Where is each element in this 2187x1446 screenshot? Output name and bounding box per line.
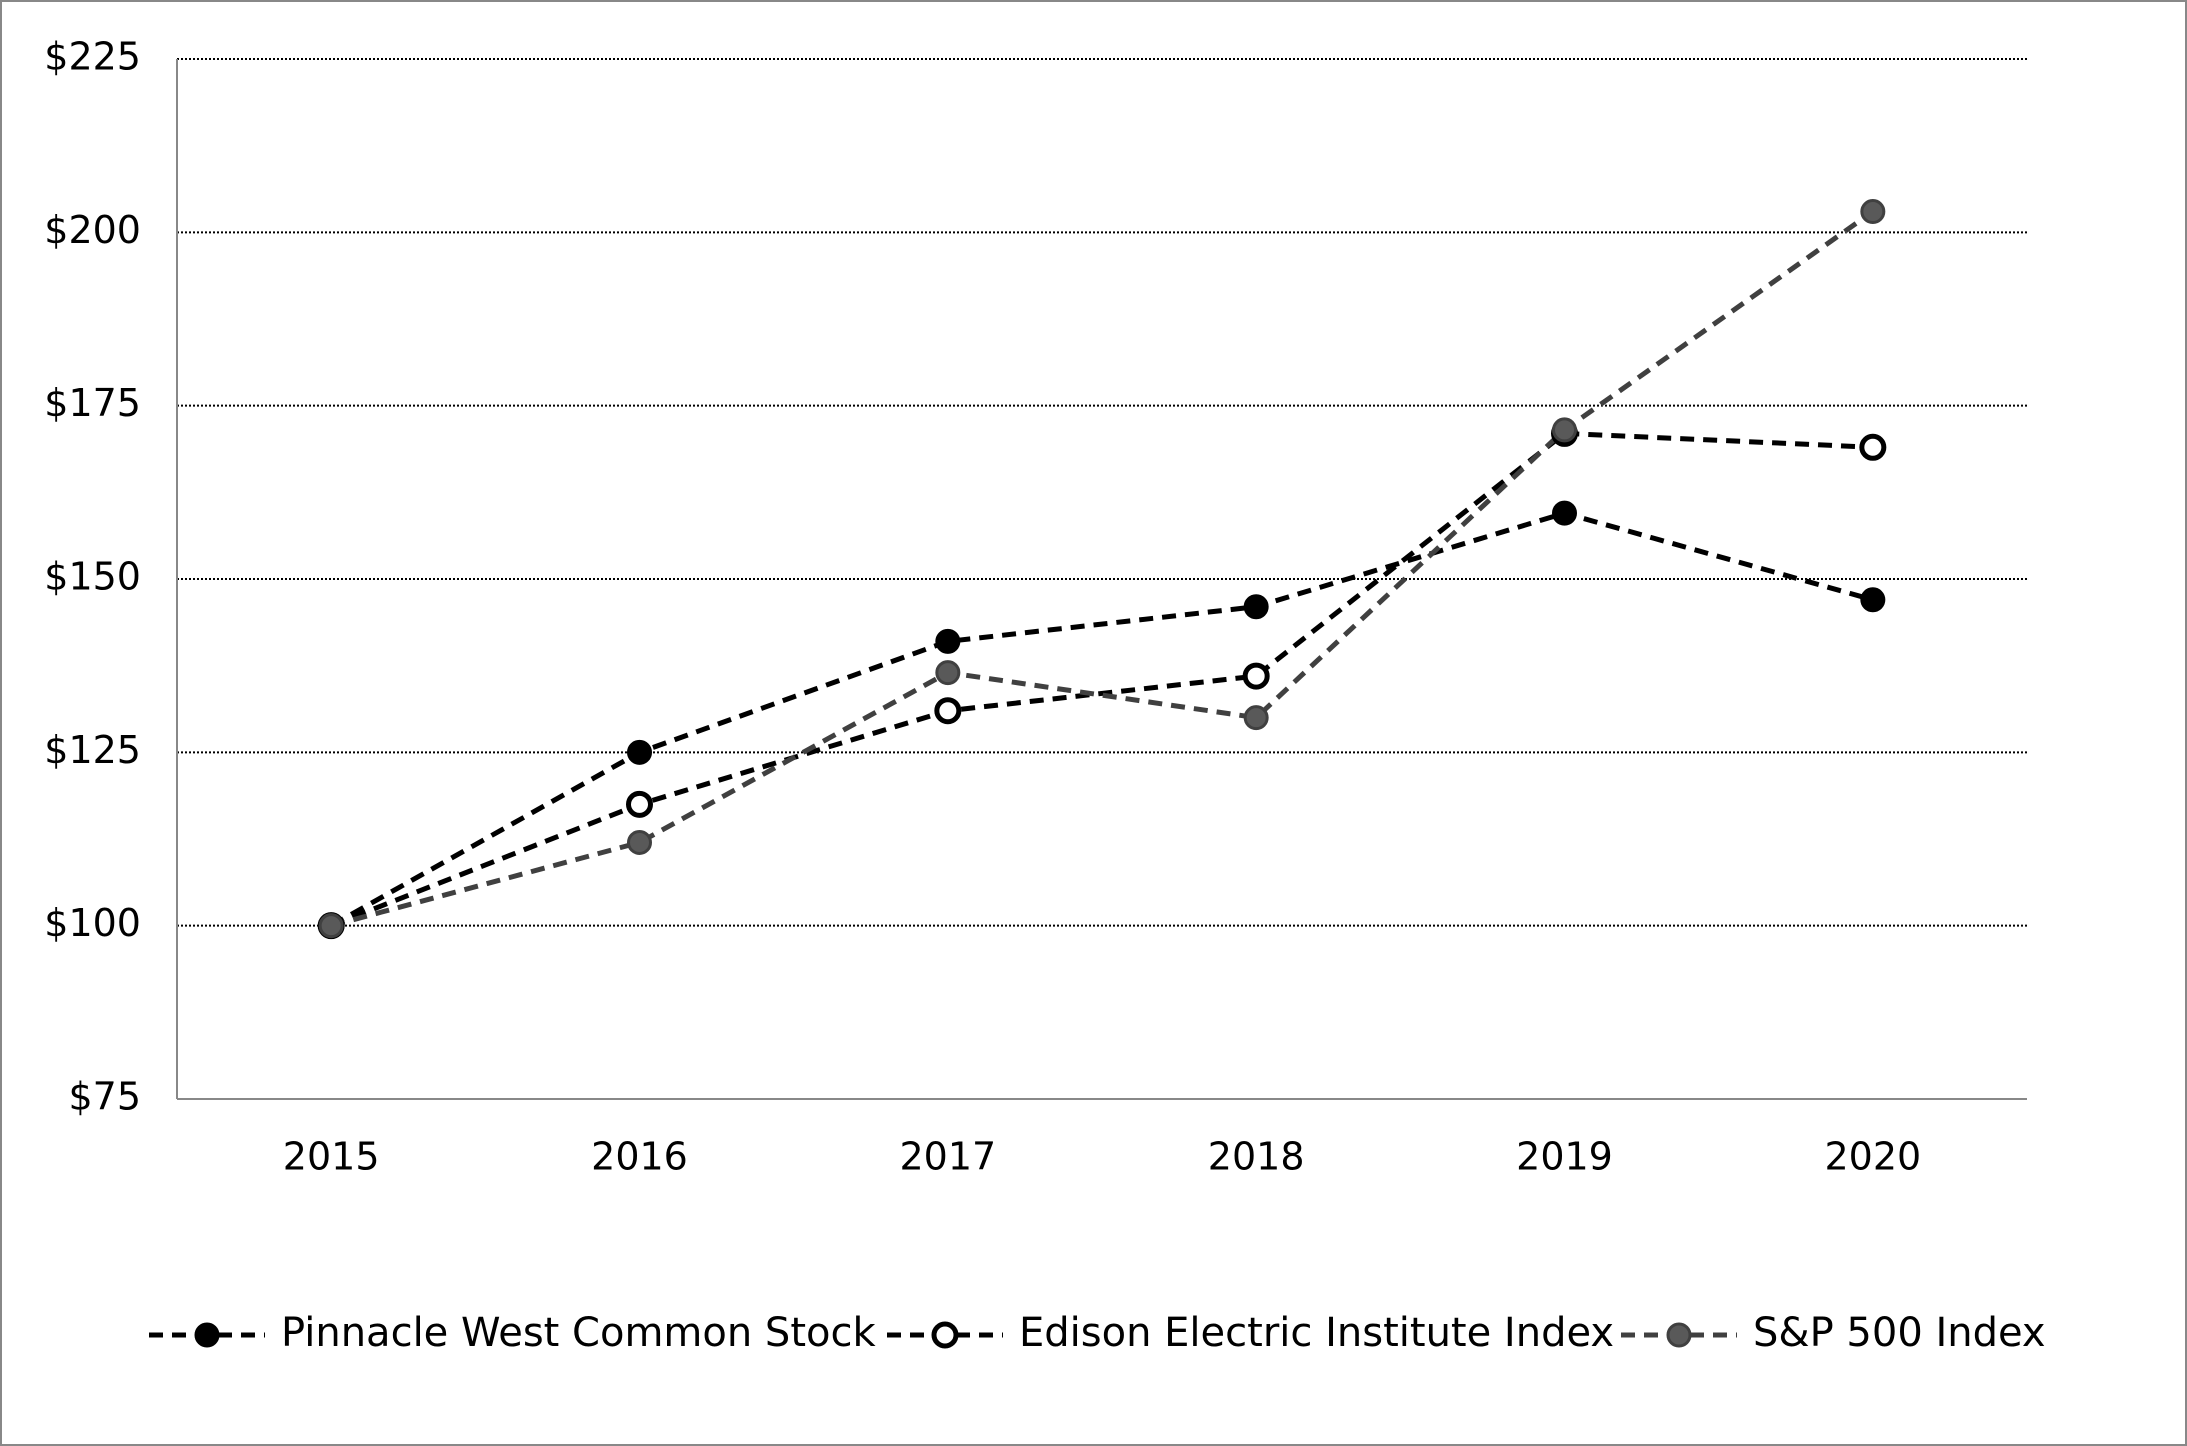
y-tick-label: $200	[44, 208, 141, 252]
legend-marker	[931, 1321, 959, 1349]
y-tick-label: $100	[44, 901, 141, 945]
y-tick-label: $125	[44, 728, 141, 772]
point	[627, 829, 652, 855]
point	[1552, 417, 1577, 443]
point	[1242, 662, 1270, 690]
x-tick-label: 2019	[1516, 1135, 1613, 1179]
point	[318, 913, 344, 939]
y-tick-label: $75	[68, 1075, 141, 1119]
point	[1860, 199, 1886, 225]
x-tick-label: 2015	[283, 1135, 380, 1179]
y-tick-label: $175	[44, 381, 141, 425]
series-line	[329, 510, 1874, 928]
legend-marker	[1666, 1322, 1692, 1348]
point	[626, 790, 653, 818]
x-tick-label: 2020	[1824, 1135, 1921, 1179]
legend-label: Edison Electric Institute Index	[1019, 1310, 1614, 1356]
point	[1552, 500, 1577, 526]
series-line	[330, 209, 1875, 929]
point	[935, 628, 961, 654]
point	[934, 697, 962, 725]
legend-label: S&P 500 Index	[1753, 1310, 2046, 1356]
x-tick-label: 2017	[899, 1135, 996, 1179]
y-tick-label: $150	[44, 555, 141, 599]
point	[627, 739, 652, 765]
point	[1243, 594, 1269, 620]
series-line	[330, 430, 1873, 928]
x-tick-label: 2016	[591, 1135, 688, 1179]
y-tick-label: $225	[44, 35, 141, 79]
point	[1859, 433, 1887, 461]
x-tick-label: 2018	[1208, 1135, 1305, 1179]
point	[1860, 587, 1886, 613]
legend-label: Pinnacle West Common Stock	[281, 1310, 876, 1356]
point	[1243, 705, 1269, 731]
point	[935, 660, 961, 686]
legend-marker	[194, 1322, 220, 1348]
